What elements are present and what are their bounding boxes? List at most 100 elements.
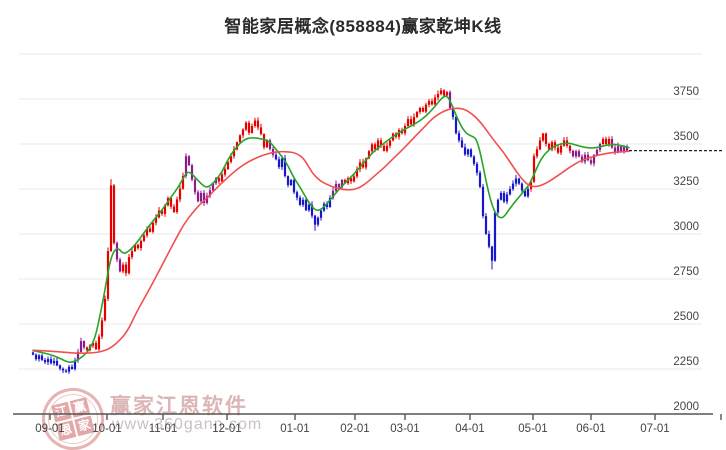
candle-body <box>256 120 260 128</box>
candle-body <box>190 165 194 180</box>
watermark: 江 赢 恩 家 赢家江恩软件 www.360gann.com <box>35 381 340 450</box>
candle-body <box>58 365 62 369</box>
candle-body <box>550 142 554 150</box>
candle-body <box>472 156 476 164</box>
candle-body <box>571 150 575 157</box>
candle-body <box>148 228 152 232</box>
candle-body <box>343 180 347 184</box>
candle-body <box>481 186 485 216</box>
candle-body <box>208 190 212 196</box>
candle-body <box>385 145 389 151</box>
candle-body <box>445 92 449 96</box>
watermark-brand-text: 赢家江恩软件 <box>110 395 248 418</box>
candle-body <box>292 180 296 193</box>
candle-body <box>283 158 287 177</box>
candle-body <box>295 192 299 198</box>
candle-body <box>136 244 140 249</box>
candle-body <box>226 162 230 170</box>
candle-body <box>463 147 467 155</box>
candle-body <box>454 117 458 134</box>
candle-body <box>484 216 488 234</box>
candle-body <box>139 240 143 249</box>
candle-body <box>466 149 470 155</box>
candle-body <box>151 222 155 232</box>
x-axis-date-label: 10-01 <box>92 423 121 435</box>
candle-body <box>265 140 269 148</box>
x-axis-date-label: 09-01 <box>35 423 64 435</box>
candle-body <box>487 234 491 247</box>
candle-body <box>559 145 563 153</box>
x-axis-date-label: 04-01 <box>455 423 484 435</box>
candle-body <box>100 320 104 337</box>
candle-body <box>349 178 353 182</box>
candle-body <box>469 149 473 157</box>
candle-body <box>229 156 233 162</box>
candle-body <box>538 140 542 150</box>
candle-body <box>181 176 185 189</box>
candle-body <box>364 158 368 168</box>
candle-body <box>370 144 374 152</box>
candle-body <box>490 246 494 261</box>
candle-body <box>607 138 611 144</box>
candle-body <box>421 108 425 112</box>
candle-body <box>532 156 536 182</box>
candle-body <box>40 355 44 360</box>
candle-body <box>79 341 83 352</box>
candle-body <box>553 142 557 148</box>
candle-body <box>412 117 416 125</box>
x-axis-date-label: 01-01 <box>280 423 309 435</box>
candle-body <box>250 126 254 133</box>
candle-body <box>163 205 167 214</box>
candle-body <box>175 199 179 213</box>
candle-body <box>49 359 53 364</box>
candle-body <box>568 145 572 151</box>
candle-body <box>616 146 620 153</box>
candle-body <box>241 129 245 136</box>
candle-body <box>502 192 506 202</box>
y-axis-label: 2250 <box>673 356 699 368</box>
candle-body <box>130 251 134 258</box>
candle-body <box>31 352 35 355</box>
candle-body <box>262 134 266 148</box>
candle-body <box>442 90 446 96</box>
candle-body <box>622 146 626 152</box>
candle-body <box>604 138 608 144</box>
candle-body <box>430 101 434 105</box>
candle-body <box>82 341 86 348</box>
x-axis-date-label: 07-01 <box>640 423 669 435</box>
candle-body <box>352 176 356 182</box>
candle-body <box>121 264 125 272</box>
candle-body <box>298 197 302 205</box>
candle-body <box>274 154 278 160</box>
candle-body <box>307 204 311 211</box>
candle-body <box>103 298 107 321</box>
candle-body <box>196 192 200 202</box>
candle-body <box>478 172 482 187</box>
candle-body <box>619 146 623 152</box>
slow-ma-red-line <box>32 107 630 354</box>
candle-body <box>526 189 530 197</box>
candle-body <box>517 178 521 184</box>
candle-body <box>178 188 182 200</box>
candle-body <box>418 108 422 112</box>
candle-body <box>376 140 380 150</box>
candle-body <box>547 144 551 150</box>
candle-body <box>112 185 116 243</box>
candle-body <box>493 212 497 261</box>
candle-body <box>457 133 461 141</box>
candle-body <box>277 159 281 168</box>
candle-body <box>499 192 503 200</box>
chart-title: 智能家居概念(858884)赢家乾坤K线 <box>224 17 502 36</box>
y-axis-label: 3750 <box>673 86 699 98</box>
candle-body <box>325 203 329 207</box>
candle-body <box>580 156 584 162</box>
candle-body <box>187 156 191 166</box>
candle-body <box>361 162 365 168</box>
candle-body <box>382 145 386 151</box>
candle-body <box>379 140 383 146</box>
candle-body <box>451 108 455 117</box>
candle-body <box>460 140 464 148</box>
candle-body <box>61 368 65 371</box>
y-axis-label: 3000 <box>673 221 699 233</box>
